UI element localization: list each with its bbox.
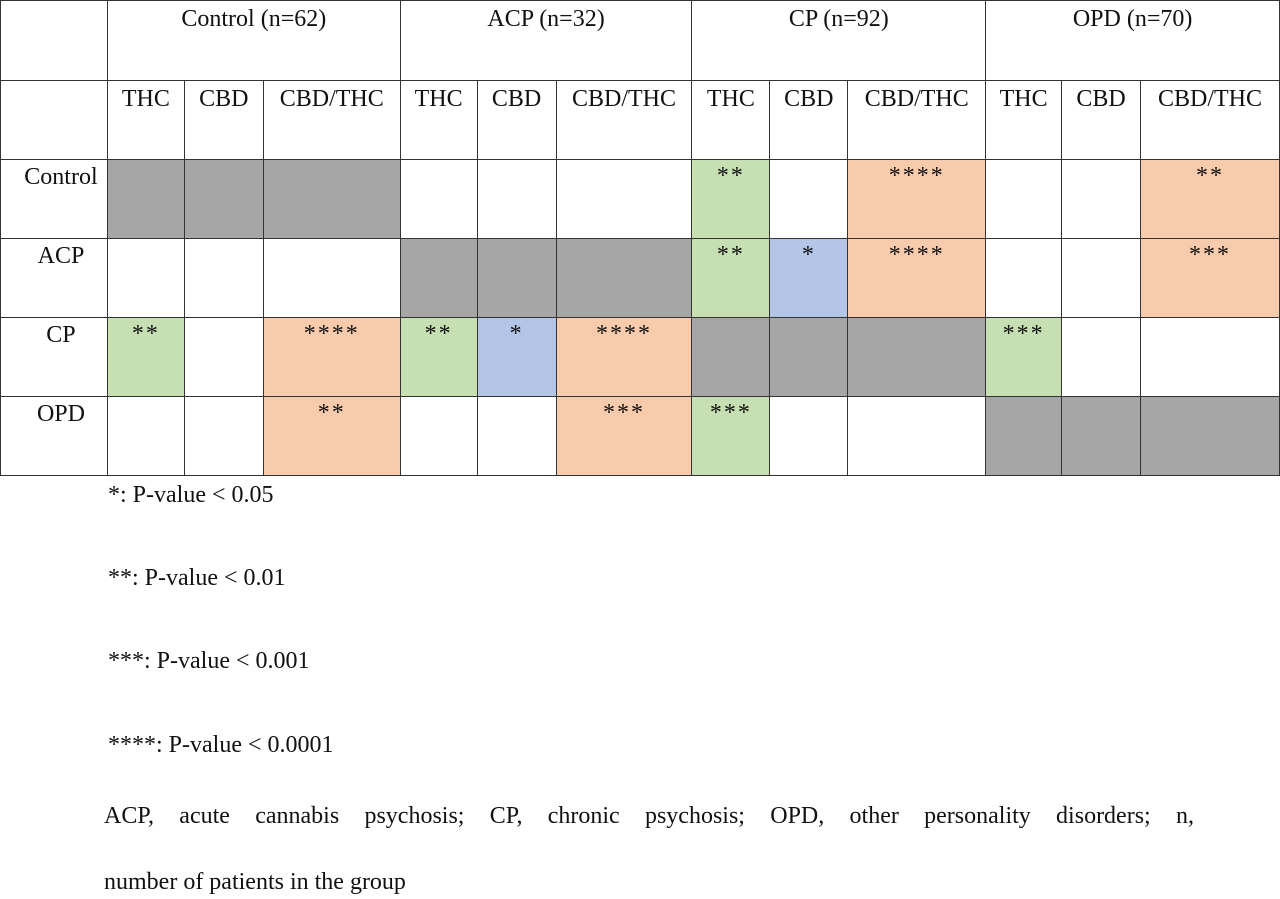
significance-cell: **** [847,159,987,239]
significance-cell [106,396,185,476]
significance-cell [555,238,693,318]
significance-cell [985,238,1063,318]
subheader-cell: THC [691,80,771,160]
significance-cell [1061,396,1142,476]
significance-cell: ** [262,396,401,476]
subheader-cell: CBD [769,80,849,160]
table-row: ACP ** * **** *** [0,238,1280,318]
legend-p005: *: P-value < 0.05 [108,482,274,508]
subheader-corner [0,80,108,160]
significance-cell: ** [691,159,771,239]
abbreviations-footnote: ACP, acute cannabis psychosis; CP, chron… [104,802,1194,896]
significance-cell [399,396,478,476]
significance-cell: *** [985,317,1063,397]
significance-cell [262,238,401,318]
significance-cell [769,317,849,397]
row-label: Control [0,159,108,239]
significance-cell [985,159,1063,239]
significance-table: Control (n=62) ACP (n=32) CP (n=92) OPD … [0,0,1280,476]
group-header-opd: OPD (n=70) [985,0,1280,81]
subheader-cell: THC [399,80,478,160]
legend-p0001: ***: P-value < 0.001 [108,648,310,674]
significance-cell [1140,396,1280,476]
row-label: ACP [0,238,108,318]
subheader-cell: CBD [476,80,557,160]
significance-cell [476,238,557,318]
significance-cell [1061,317,1142,397]
significance-cell [476,396,557,476]
significance-cell [399,159,478,239]
subheader-cell: CBD/THC [847,80,987,160]
subheader-cell: THC [985,80,1063,160]
significance-cell [183,159,264,239]
subheader-cell: CBD [1061,80,1142,160]
significance-cell: ** [106,317,185,397]
group-header-control: Control (n=62) [106,0,401,81]
subheader-cell: CBD/THC [262,80,401,160]
significance-cell [262,159,401,239]
legend-p001: **: P-value < 0.01 [108,565,286,591]
subheader-cell: CBD/THC [1140,80,1280,160]
significance-cell: ** [691,238,771,318]
corner-cell [0,0,108,81]
significance-cell: ** [399,317,478,397]
significance-cell [106,238,185,318]
significance-cell: * [769,238,849,318]
footnote-line-1: ACP, acute cannabis psychosis; CP, chron… [104,803,1194,829]
row-label: OPD [0,396,108,476]
significance-cell [769,159,849,239]
significance-cell: * [476,317,557,397]
significance-cell [1061,159,1142,239]
significance-cell [476,159,557,239]
significance-cell: **** [262,317,401,397]
significance-cell: *** [691,396,771,476]
significance-cell [183,238,264,318]
significance-cell [847,396,987,476]
significance-cell: **** [555,317,693,397]
row-label: CP [0,317,108,397]
subheader-cell: THC [106,80,185,160]
table-row: Control ** **** ** [0,159,1280,239]
significance-cell [183,396,264,476]
group-header-cp: CP (n=92) [691,0,987,81]
significance-cell: *** [555,396,693,476]
significance-cell [769,396,849,476]
table-row: OPD ** *** *** [0,396,1280,476]
significance-cell [106,159,185,239]
significance-cell [847,317,987,397]
subheader-cell: CBD/THC [555,80,693,160]
legend-p00001: ****: P-value < 0.0001 [108,732,334,758]
group-header-acp: ACP (n=32) [399,0,693,81]
subheader-row: THC CBD CBD/THC THC CBD CBD/THC THC CBD CBD/THC T… [0,80,1280,160]
significance-cell [691,317,771,397]
significance-cell [555,159,693,239]
table-row: CP ** **** ** * **** *** [0,317,1280,397]
significance-cell [1061,238,1142,318]
significance-cell [183,317,264,397]
footnote-line-2: number of patients in the group [104,869,406,895]
subheader-cell: CBD [183,80,264,160]
significance-cell: **** [847,238,987,318]
group-header-row: Control (n=62) ACP (n=32) CP (n=92) OPD … [0,0,1280,81]
significance-cell: ** [1140,159,1280,239]
significance-cell [399,238,478,318]
significance-cell [985,396,1063,476]
significance-cell: *** [1140,238,1280,318]
significance-cell [1140,317,1280,397]
